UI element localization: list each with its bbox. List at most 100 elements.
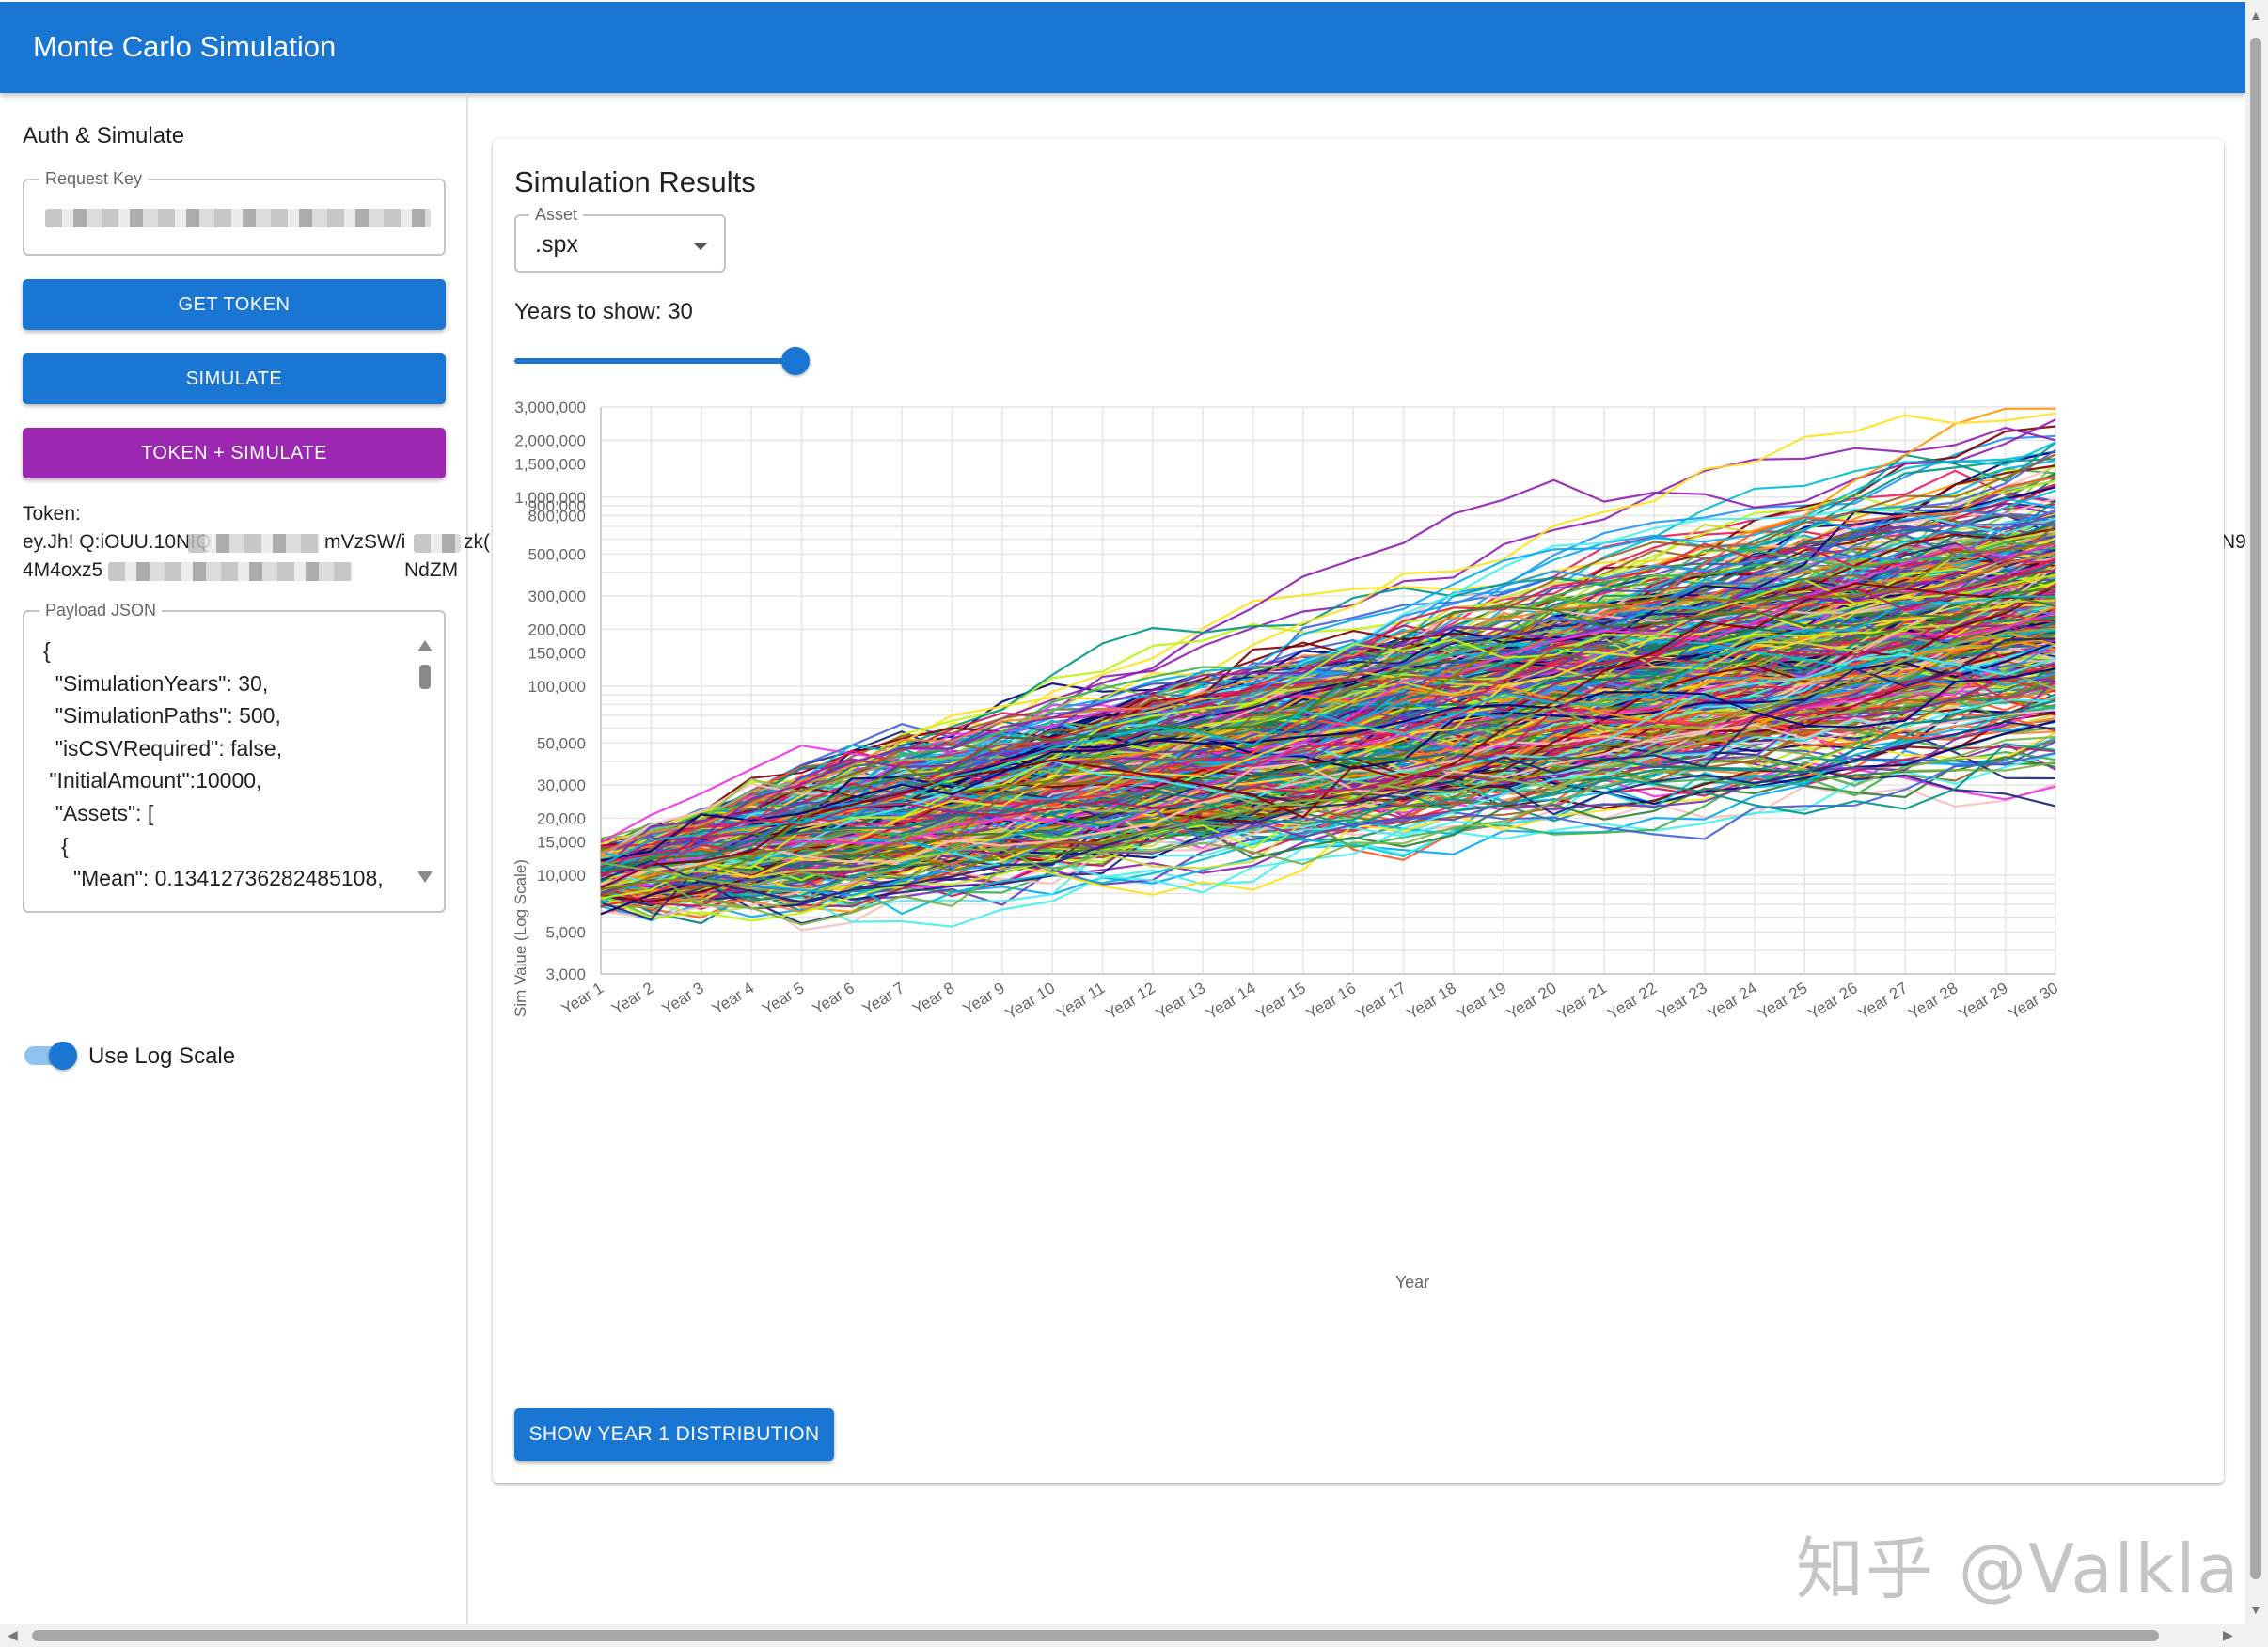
simulation-path (600, 637, 2056, 903)
json-scrollbar-thumb[interactable] (419, 665, 431, 689)
simulation-path (600, 653, 2056, 886)
scroll-right-icon[interactable]: ▶ (2223, 1627, 2233, 1642)
simulation-path (600, 525, 2056, 898)
x-tick-label: Year 6 (810, 979, 858, 1018)
slider-thumb[interactable] (781, 347, 810, 375)
y-tick-label: 1,500,000 (514, 456, 586, 474)
simulation-path (600, 667, 2056, 862)
y-tick-label: 20,000 (537, 809, 586, 827)
scroll-down-icon[interactable]: ▼ (2249, 1602, 2262, 1617)
x-tick-label: Year 7 (859, 979, 907, 1018)
y-tick-label: 800,000 (528, 507, 586, 525)
simulation-path (600, 573, 2056, 900)
y-tick-label: 5,000 (545, 923, 586, 941)
show-distribution-button[interactable]: SHOW YEAR 1 DISTRIBUTION (514, 1408, 834, 1461)
y-tick-label: 900,000 (528, 497, 586, 515)
simulation-path (600, 569, 2056, 875)
simulation-path (600, 731, 2056, 906)
simulate-button[interactable]: SIMULATE (23, 353, 446, 404)
log-scale-switch[interactable] (23, 1039, 79, 1073)
y-tick-label: 2,000,000 (514, 431, 586, 449)
y-tick-label: 15,000 (537, 834, 586, 852)
token-redacted-1 (188, 534, 320, 553)
y-tick-label: 1,000,000 (514, 489, 586, 507)
simulation-path (600, 756, 2056, 885)
asset-label: Asset (529, 205, 584, 225)
x-tick-label: Year 17 (1353, 979, 1409, 1023)
scroll-left-icon[interactable]: ◀ (8, 1627, 18, 1642)
simulation-path (600, 595, 2056, 867)
x-tick-label: Year 4 (709, 979, 757, 1018)
x-axis-ticks: Year 1 Year 2 Year 3 Year 4 Year 5 Year 6 Year… (559, 979, 2061, 1023)
request-key-field[interactable]: Request Key (23, 169, 446, 256)
vertical-scrollbar[interactable]: ▲ ▼ (2245, 0, 2268, 1647)
x-tick-label: Year 19 (1454, 979, 1509, 1023)
x-tick-label: Year 25 (1755, 979, 1810, 1023)
x-tick-label: Year 24 (1705, 979, 1760, 1023)
token-simulate-button[interactable]: TOKEN + SIMULATE (23, 428, 446, 478)
asset-selected-value: .spx (535, 231, 578, 258)
token-redacted-2 (414, 534, 461, 553)
x-tick-label: Year 20 (1504, 979, 1559, 1023)
years-slider[interactable] (514, 344, 810, 378)
request-key-value-redacted (45, 209, 431, 227)
simulation-path (600, 593, 2056, 875)
vertical-scrollbar-thumb[interactable] (2250, 38, 2261, 1579)
simulation-path (600, 542, 2056, 888)
y-tick-label: 100,000 (528, 678, 586, 696)
y-tick-label: 500,000 (528, 545, 586, 563)
switch-knob[interactable] (49, 1042, 77, 1070)
payload-json-label: Payload JSON (39, 601, 163, 620)
asset-select[interactable]: Asset .spx (514, 205, 726, 273)
token-label: Token: (23, 503, 81, 525)
payload-json-field[interactable]: Payload JSON { "SimulationYears": 30, "S… (23, 601, 446, 913)
slider-rail (514, 358, 796, 364)
get-token-button[interactable]: GET TOKEN (23, 279, 446, 330)
x-tick-label: Year 30 (2006, 979, 2061, 1023)
simulation-path (600, 627, 2056, 887)
x-axis-label: Year (1395, 1273, 1429, 1292)
results-card: Simulation Results Asset .spx Years to s… (493, 139, 2224, 1483)
simulation-path (600, 735, 2056, 926)
token-text-line1-start: ey.Jh! Q:iOUU.10NIQ (23, 531, 212, 553)
x-tick-label: Year 12 (1103, 979, 1158, 1023)
x-tick-label: Year 16 (1303, 979, 1359, 1023)
json-scroll-up-icon[interactable] (417, 640, 433, 651)
simulation-chart: 3,000 5,000 10,000 15,000 20,000 30,000 50,000… (512, 399, 2061, 1292)
y-tick-label: 3,000,000 (514, 399, 586, 416)
simulation-path (600, 709, 2056, 886)
x-tick-label: Year 15 (1253, 979, 1309, 1023)
sidebar-title: Auth & Simulate (23, 123, 185, 149)
horizontal-scrollbar-thumb[interactable] (32, 1630, 2159, 1641)
request-key-label: Request Key (39, 169, 149, 189)
scroll-up-icon[interactable]: ▲ (2249, 8, 2262, 23)
simulation-path (600, 541, 2056, 870)
x-tick-label: Year 2 (608, 979, 656, 1018)
token-text-line2-start: 4M4oxz5 (23, 559, 103, 581)
y-tick-label: 10,000 (537, 867, 586, 885)
y-tick-label: 30,000 (537, 776, 586, 794)
y-tick-label: 50,000 (537, 734, 586, 752)
token-text-line1-mid: mVzSW/i (324, 531, 406, 553)
y-axis-ticks: 3,000 5,000 10,000 15,000 20,000 30,000 50,000… (514, 399, 586, 983)
x-tick-label: Year 8 (909, 979, 957, 1018)
x-tick-label: Year 3 (659, 979, 707, 1018)
x-tick-label: Year 9 (960, 979, 1008, 1018)
x-tick-label: Year 1 (559, 979, 606, 1018)
token-overflow-text: N9 (2221, 531, 2246, 553)
y-tick-label: 150,000 (528, 645, 586, 663)
x-tick-label: Year 13 (1153, 979, 1208, 1023)
token-redacted-3 (108, 562, 353, 581)
x-tick-label: Year 22 (1604, 979, 1660, 1023)
simulation-path (600, 654, 2056, 871)
years-to-show-label: Years to show: 30 (514, 299, 693, 324)
simulation-path (600, 675, 2056, 871)
results-title: Simulation Results (514, 165, 756, 198)
chart-series (600, 407, 2056, 932)
dropdown-arrow-icon (693, 243, 708, 250)
x-tick-label: Year 26 (1804, 979, 1860, 1023)
payload-json-text[interactable]: { "SimulationYears": 30, "SimulationPath… (43, 638, 384, 891)
simulation-path (600, 541, 2056, 921)
json-scroll-down-icon[interactable] (417, 871, 433, 883)
horizontal-scrollbar[interactable]: ◀ ▶ (0, 1624, 2245, 1647)
